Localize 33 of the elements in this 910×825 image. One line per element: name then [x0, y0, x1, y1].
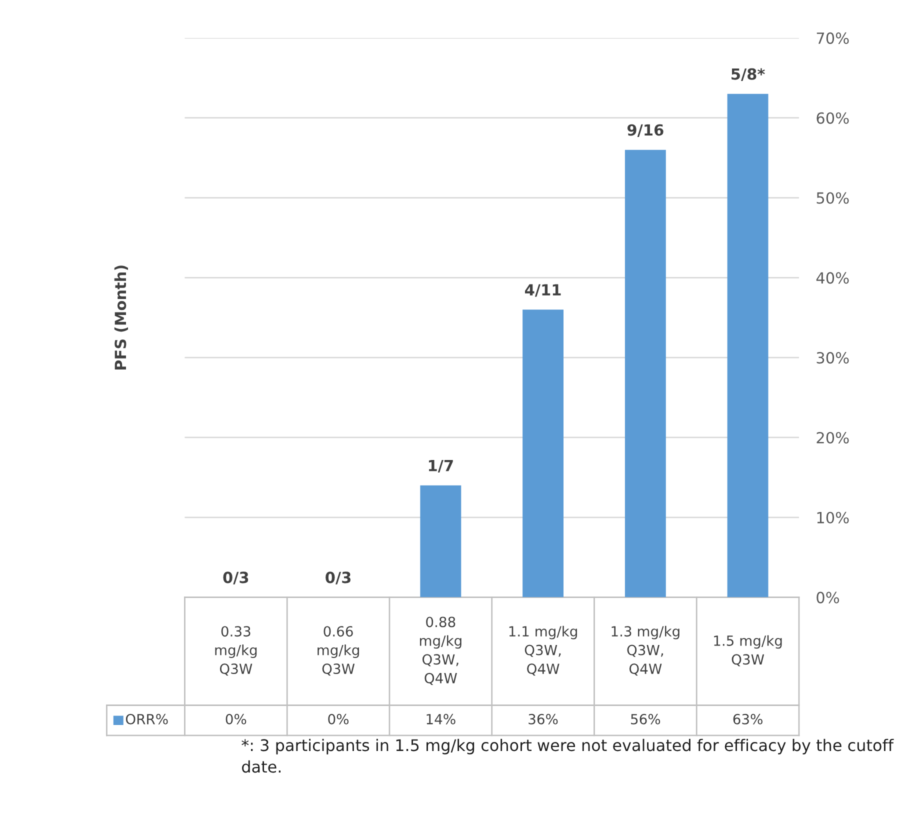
- annotation: 1/7: [428, 460, 453, 473]
- y-axis-title: PFS (Month): [114, 266, 128, 370]
- bar: [624, 150, 666, 598]
- y-tick-label: 30%: [816, 352, 849, 364]
- x-tick-label: 1.1 mg/kg Q3W, Q4W: [509, 626, 577, 676]
- data-label: 36%: [528, 714, 558, 724]
- annotation: 9/16: [627, 124, 664, 137]
- legend-label: ORR%: [126, 714, 168, 724]
- x-tick-label: 0.66 mg/kg Q3W: [318, 626, 359, 676]
- bar: [727, 94, 768, 598]
- data-label: 14%: [426, 714, 456, 724]
- data-label: 63%: [733, 714, 762, 724]
- y-tick-label: 20%: [816, 432, 849, 444]
- x-tick-label: 1.3 mg/kg Q3W, Q4W: [612, 626, 680, 676]
- annotation: 0/3: [223, 572, 248, 584]
- x-tick-label: 1.5 mg/kg Q3W: [714, 635, 782, 666]
- y-tick-label: 0%: [816, 592, 840, 604]
- annotation: 4/11: [524, 284, 561, 297]
- y-tick-label: 10%: [817, 512, 849, 524]
- text: *: 3 participants in 1.5 mg/kg cohort were not evaluated for efficacy by the cutoff date.: [242, 738, 894, 773]
- annotation: 5/8*: [732, 68, 765, 82]
- y-tick-label: 60%: [816, 112, 849, 124]
- bar: [522, 310, 564, 598]
- bar: [420, 485, 462, 598]
- x-tick-label: 0.88 mg/kg Q3W, Q4W: [420, 616, 462, 685]
- data-label: 0%: [328, 714, 349, 724]
- data-label: 56%: [631, 714, 660, 724]
- annotation: 0/3: [326, 572, 350, 584]
- data-label: 0%: [226, 714, 246, 724]
- x-tick-label: 0.33 mg/kg Q3W: [215, 626, 257, 676]
- y-tick-label: 70%: [816, 32, 849, 44]
- y-tick-label: 50%: [816, 192, 849, 204]
- y-tick-label: 40%: [816, 272, 849, 284]
